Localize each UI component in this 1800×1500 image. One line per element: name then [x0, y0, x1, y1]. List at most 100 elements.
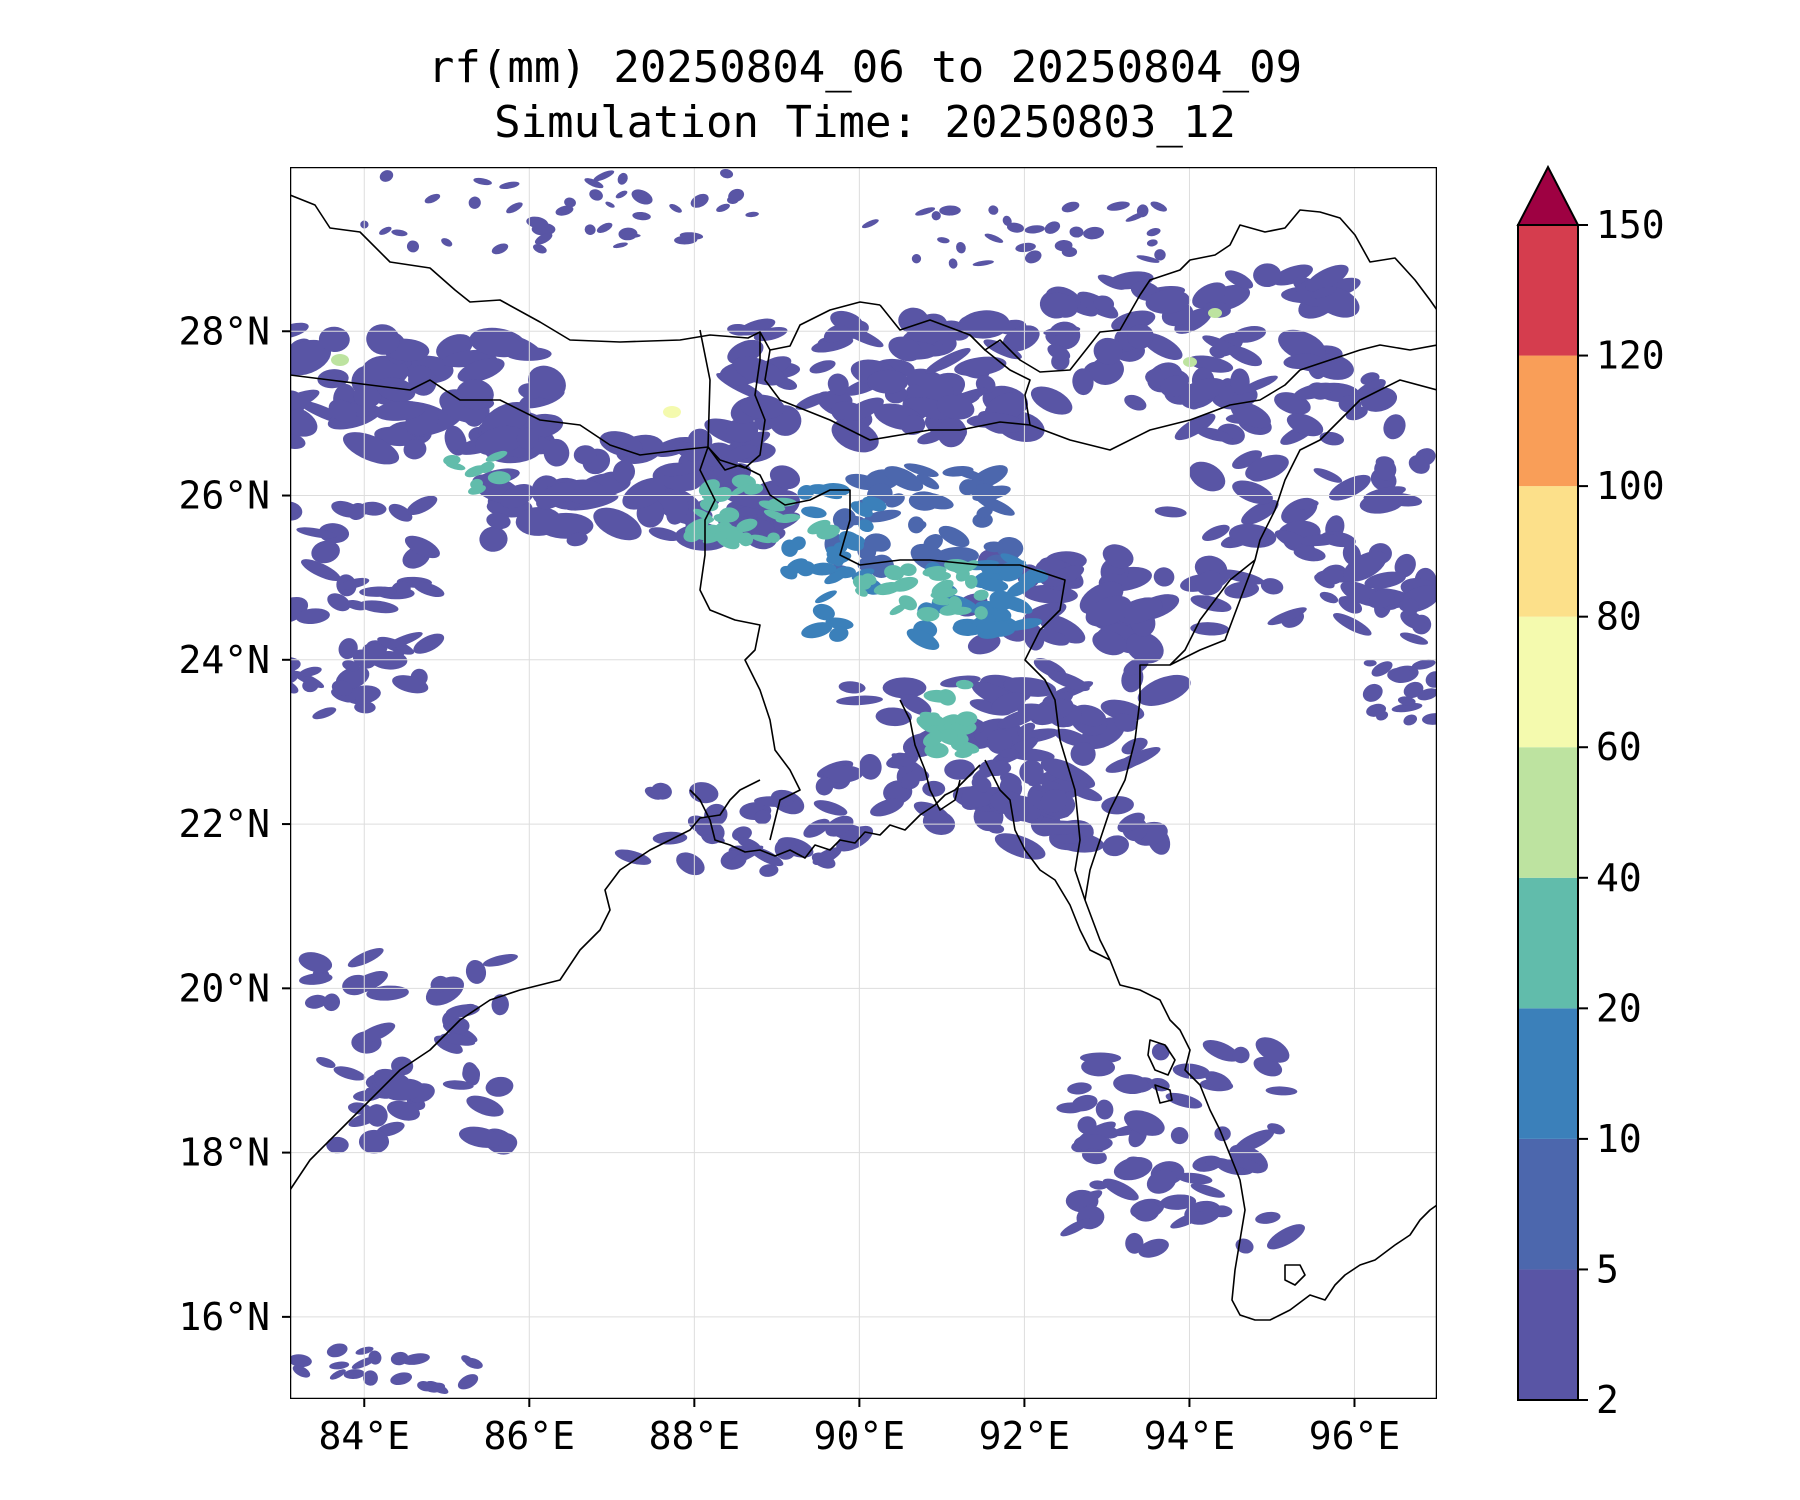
- rain-patch: [916, 474, 940, 490]
- rain-patch: [983, 541, 1005, 553]
- rain-patch: [1102, 835, 1129, 857]
- rain-patch: [1124, 1110, 1165, 1136]
- rain-patch: [712, 486, 732, 502]
- rain-patch: [750, 534, 773, 544]
- rain-patch: [362, 1370, 378, 1386]
- colorbar-label: 10: [1596, 1117, 1642, 1161]
- rain-patch: [1153, 567, 1175, 587]
- x-tick-label: 86°E: [484, 1414, 576, 1458]
- rain-patch: [732, 826, 752, 842]
- rain-patch: [1154, 506, 1187, 518]
- rain-patch: [728, 188, 745, 202]
- rain-patch: [402, 1353, 430, 1365]
- rain-patch: [1293, 546, 1326, 562]
- rain-patch: [1160, 1194, 1197, 1210]
- rain-patch: [386, 1100, 420, 1121]
- rain-patch: [1293, 499, 1319, 510]
- rain-patch: [1233, 1156, 1264, 1173]
- rain-patch: [719, 507, 740, 523]
- colorbar-label: 60: [1596, 725, 1642, 769]
- colorbar-label: 80: [1596, 595, 1642, 639]
- rain-patch: [959, 479, 977, 496]
- rain-patch: [593, 170, 615, 182]
- rain-patch: [491, 243, 509, 255]
- rain-patch: [1286, 413, 1324, 437]
- rain-patch: [299, 973, 333, 985]
- rain-patch: [1047, 670, 1090, 692]
- rain-patch: [767, 532, 780, 543]
- rain-patch: [989, 790, 1026, 814]
- rain-patch: [479, 461, 495, 473]
- rain-patch: [1017, 703, 1061, 722]
- rain-patch: [807, 519, 831, 535]
- rain-patch: [1397, 696, 1416, 706]
- rain-patch: [1333, 613, 1372, 636]
- rain-patch: [919, 711, 946, 727]
- rain-patch: [866, 369, 909, 394]
- rain-patch: [1214, 1126, 1231, 1142]
- y-tick-label: 20°N: [178, 966, 270, 1010]
- rain-patch: [1422, 713, 1437, 725]
- rain-patch: [1394, 553, 1416, 578]
- colorbar-label: 100: [1596, 464, 1665, 508]
- rain-patch: [1093, 295, 1115, 312]
- colorbar-segment: [1518, 1008, 1578, 1139]
- rain-patch: [1073, 1190, 1103, 1208]
- rain-patch: [1146, 228, 1161, 237]
- rain-patch: [931, 211, 941, 221]
- rain-patch: [391, 581, 411, 598]
- rain-patch: [809, 360, 836, 374]
- rain-patch: [388, 649, 405, 662]
- rain-patch: [1313, 468, 1343, 483]
- rain-patch: [1402, 598, 1419, 616]
- rain-patch: [323, 993, 341, 1012]
- rain-patch: [392, 675, 429, 694]
- rain-patch: [801, 622, 833, 639]
- rain-patch: [726, 444, 758, 462]
- rain-patch: [491, 994, 509, 1016]
- rain-patch: [1146, 239, 1158, 247]
- rain-patch: [930, 588, 958, 599]
- rain-patch: [450, 1017, 470, 1034]
- border-bangladesh: [699, 446, 1111, 961]
- rain-patch: [295, 608, 330, 625]
- rain-patch: [948, 258, 958, 269]
- rain-patch: [290, 656, 301, 673]
- rain-patch: [353, 1089, 383, 1102]
- rain-patch: [1360, 387, 1398, 412]
- rain-patch: [388, 503, 413, 522]
- rain-patch: [1195, 570, 1224, 596]
- rain-patch: [343, 432, 400, 465]
- rain-patch: [940, 728, 958, 744]
- rain-patch: [1363, 659, 1377, 667]
- island-south: [1284, 1264, 1306, 1286]
- rain-patch: [1105, 756, 1142, 773]
- rain-patch: [1060, 1218, 1091, 1237]
- rain-patch: [329, 1361, 350, 1370]
- rain-patch: [290, 679, 299, 694]
- rain-patch: [302, 678, 319, 693]
- rain-patch: [875, 707, 912, 727]
- rain-patch: [584, 178, 604, 189]
- rain-patch: [858, 555, 892, 573]
- rain-patch: [417, 1381, 433, 1392]
- rain-patch: [1196, 427, 1233, 442]
- rain-patch: [1204, 1071, 1232, 1090]
- y-tick-label: 28°N: [178, 309, 270, 353]
- rain-patch: [745, 211, 759, 218]
- rain-patch: [1383, 414, 1406, 440]
- rain-patch: [1146, 1169, 1177, 1194]
- x-tick-label: 88°E: [649, 1414, 741, 1458]
- rain-patch: [317, 369, 349, 389]
- rain-patch: [952, 467, 985, 481]
- rain-patch: [954, 356, 1007, 377]
- coastlines-and-borders: [290, 194, 1437, 1321]
- rain-patch: [991, 692, 1026, 715]
- rain-patch: [690, 517, 715, 526]
- rain-patch: [763, 509, 788, 522]
- y-tick-label: 22°N: [178, 802, 270, 846]
- rain-patch: [1089, 356, 1124, 385]
- rain-patch: [811, 336, 854, 353]
- rain-patch: [900, 693, 932, 716]
- rain-patch: [1024, 225, 1045, 234]
